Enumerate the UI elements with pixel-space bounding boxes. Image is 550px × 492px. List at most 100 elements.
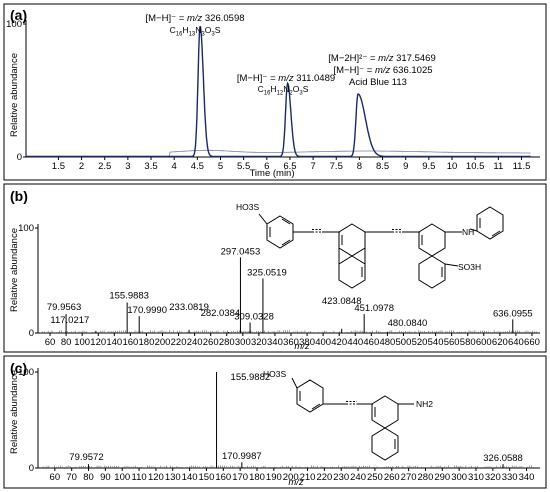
- panel-c-x-tick-label: 280: [418, 472, 434, 483]
- panel-c-x-tick-label: 110: [131, 472, 146, 483]
- panel-b-x-tick-label: 100: [74, 337, 90, 348]
- naphthalene-2-upper: [418, 223, 446, 257]
- panel-a-x-tick-label: 3.5: [144, 161, 157, 172]
- panel-b-x-tick-label: 380: [299, 337, 315, 348]
- panel-b-x-tick-label: 660: [524, 337, 540, 348]
- panel-b-x-tick-label: 600: [476, 337, 492, 348]
- naphthalene-1-lower: [338, 255, 366, 289]
- panel-a-x-tick-label: 3: [125, 161, 130, 172]
- benzene-ring-a: [266, 215, 294, 249]
- panel-c-peak-label: 155.9882: [231, 372, 271, 383]
- panel-c-x-tick-label: 60: [50, 472, 61, 483]
- panel-c-x-tick-label: 100: [114, 472, 130, 483]
- structure-acid-blue-113: [258, 206, 504, 289]
- panel-c-x-tick-label: 330: [502, 472, 518, 483]
- panel-label-b: (b): [10, 188, 28, 204]
- panel-c-x-tick-label: 310: [468, 472, 484, 483]
- panel-b-x-tick-label: 400: [315, 337, 331, 348]
- panel-b-peak-label: 170.9990: [127, 305, 167, 316]
- panel-c-frame: [3, 355, 547, 489]
- panel-b-x-tick-label: 640: [508, 337, 524, 348]
- panel-c-xlabel: m/z: [288, 477, 304, 488]
- naphthalene-1-upper: [338, 223, 366, 257]
- panel-c-x-tick-label: 120: [148, 472, 164, 483]
- panel-b-frame: [3, 183, 547, 353]
- panel-a-x-tick-label: 9.5: [422, 161, 435, 172]
- spectrum-c-plot: 60 70 80 90 100 110 120 130 140 150 160 170 180 190 20…: [18, 367, 540, 483]
- panel-b-peak-label: 480.0840: [388, 318, 428, 329]
- panel-label-a: (a): [10, 7, 27, 23]
- panel-a-x-tick-label: 4.5: [191, 161, 204, 172]
- naphthalene-2-lower: [418, 255, 446, 289]
- spectrum-b-plot: 60 80 100 120 140 160 180 200 220 240 260 280 300 320…: [18, 223, 540, 348]
- panel-b-peak-label: 636.0955: [493, 308, 533, 319]
- panel-c-y-tick-label: 100: [18, 367, 34, 378]
- panel-a-x-tick-label: 11: [493, 161, 503, 172]
- panel-b-peak-label: 233.0819: [169, 302, 209, 313]
- annotation-peak-3-name: Acid Blue 113: [349, 77, 407, 88]
- panel-b-xlabel: m/z: [294, 341, 310, 352]
- panel-c-x-tick-label: 290: [434, 472, 450, 483]
- panel-a-y-tick-label: 100: [6, 19, 22, 30]
- chromatogram-trace: [26, 25, 531, 158]
- panel-b-x-tick-label: 560: [444, 337, 460, 348]
- panel-b-x-tick-label: 340: [267, 337, 283, 348]
- chromatogram-trace-secondary: [26, 149, 531, 157]
- panel-b-x-tick-label: 520: [412, 337, 428, 348]
- panel-c-x-tick-label: 230: [333, 472, 349, 483]
- panel-b-y-tick-label: 0: [29, 328, 34, 339]
- panel-c-x-tick-label: 210: [300, 472, 316, 483]
- panel-a-x-tick-label: 2.5: [98, 161, 111, 172]
- panel-a-x-tick-label: 5.5: [237, 161, 250, 172]
- panel-b-peak-label: 155.9883: [109, 291, 149, 302]
- panel-b-peak-label: 451.0978: [354, 303, 394, 314]
- panel-b-x-tick-label: 60: [45, 337, 56, 348]
- panel-c-x-tick-label: 270: [401, 472, 417, 483]
- naphthalene-c-upper: [371, 395, 399, 429]
- panel-c-x-tick-label: 220: [316, 472, 332, 483]
- panel-a-frame: [3, 3, 547, 181]
- annotation-peak-1-formula: C16H13N3O3S: [170, 25, 221, 38]
- panel-c-x-tick-label: 250: [367, 472, 383, 483]
- panel-b-x-tick-label: 440: [347, 337, 363, 348]
- panel-b-x-tick-label: 200: [155, 337, 171, 348]
- panel-b-peak-label: 282.0384: [201, 308, 241, 319]
- panel-b-x-tick-label: 240: [187, 337, 203, 348]
- panel-b-peak-label: 423.0848: [322, 296, 362, 307]
- panel-a-x-tick-label: 10.5: [466, 161, 485, 172]
- panel-a-x-tick-label: 5: [218, 161, 223, 172]
- panel-b-x-tick-label: 320: [251, 337, 267, 348]
- panel-c-x-tick-label: 260: [384, 472, 400, 483]
- panel-b-x-tick-label: 180: [139, 337, 155, 348]
- panel-b-x-tick-label: 480: [379, 337, 395, 348]
- panel-a-x-tick-label: 6: [264, 161, 269, 172]
- panel-c-x-tick-label: 170: [232, 472, 248, 483]
- panel-c-ylabel: Relative abundance: [9, 370, 20, 454]
- panel-b-y-tick-label: 100: [18, 223, 34, 234]
- panel-a-x-tick-label: 8: [357, 161, 362, 172]
- panel-c-x-tick-label: 160: [215, 472, 231, 483]
- panel-a-x-tick-label: 6.5: [283, 161, 296, 172]
- panel-c-x-tick-label: 90: [100, 472, 111, 483]
- panel-c-x-tick-label: 130: [165, 472, 181, 483]
- chromatogram-plot: 1.5 2 2.5 3 3.5 4 4.5 5 5.5 6 6.5 7 7.5 8 8.5 9 9.5 10 10.…: [6, 19, 540, 172]
- annotation-peak-2-ion: [M−H]⁻ = m/z 311.0489: [237, 73, 335, 84]
- label-nh2-c: NH2: [416, 399, 433, 409]
- panel-c-x-tick-label: 180: [249, 472, 265, 483]
- panel-c-x-tick-label: 200: [283, 472, 299, 483]
- panel-c-y-tick-label: 0: [29, 463, 34, 474]
- label-nh-b: NH: [462, 227, 474, 237]
- naphthalene-c-lower: [371, 427, 399, 461]
- label-ho3s-c: HO3S: [263, 369, 286, 379]
- panel-a-x-tick-label: 10: [447, 161, 458, 172]
- panel-b-x-tick-label: 140: [106, 337, 122, 348]
- panel-c-peak-label: 170.9987: [222, 451, 262, 462]
- panel-label-c: (c): [10, 360, 27, 376]
- panel-b-x-tick-label: 540: [428, 337, 444, 348]
- phenyl-ring: [476, 206, 504, 240]
- panel-b-peak-label: 297.0453: [221, 246, 261, 257]
- panel-b-peak-label: 79.9563: [47, 302, 81, 313]
- annotation-peak-2-formula: C16H12N2O3S: [258, 84, 309, 97]
- panel-c-peak-label: 326.0588: [483, 453, 523, 464]
